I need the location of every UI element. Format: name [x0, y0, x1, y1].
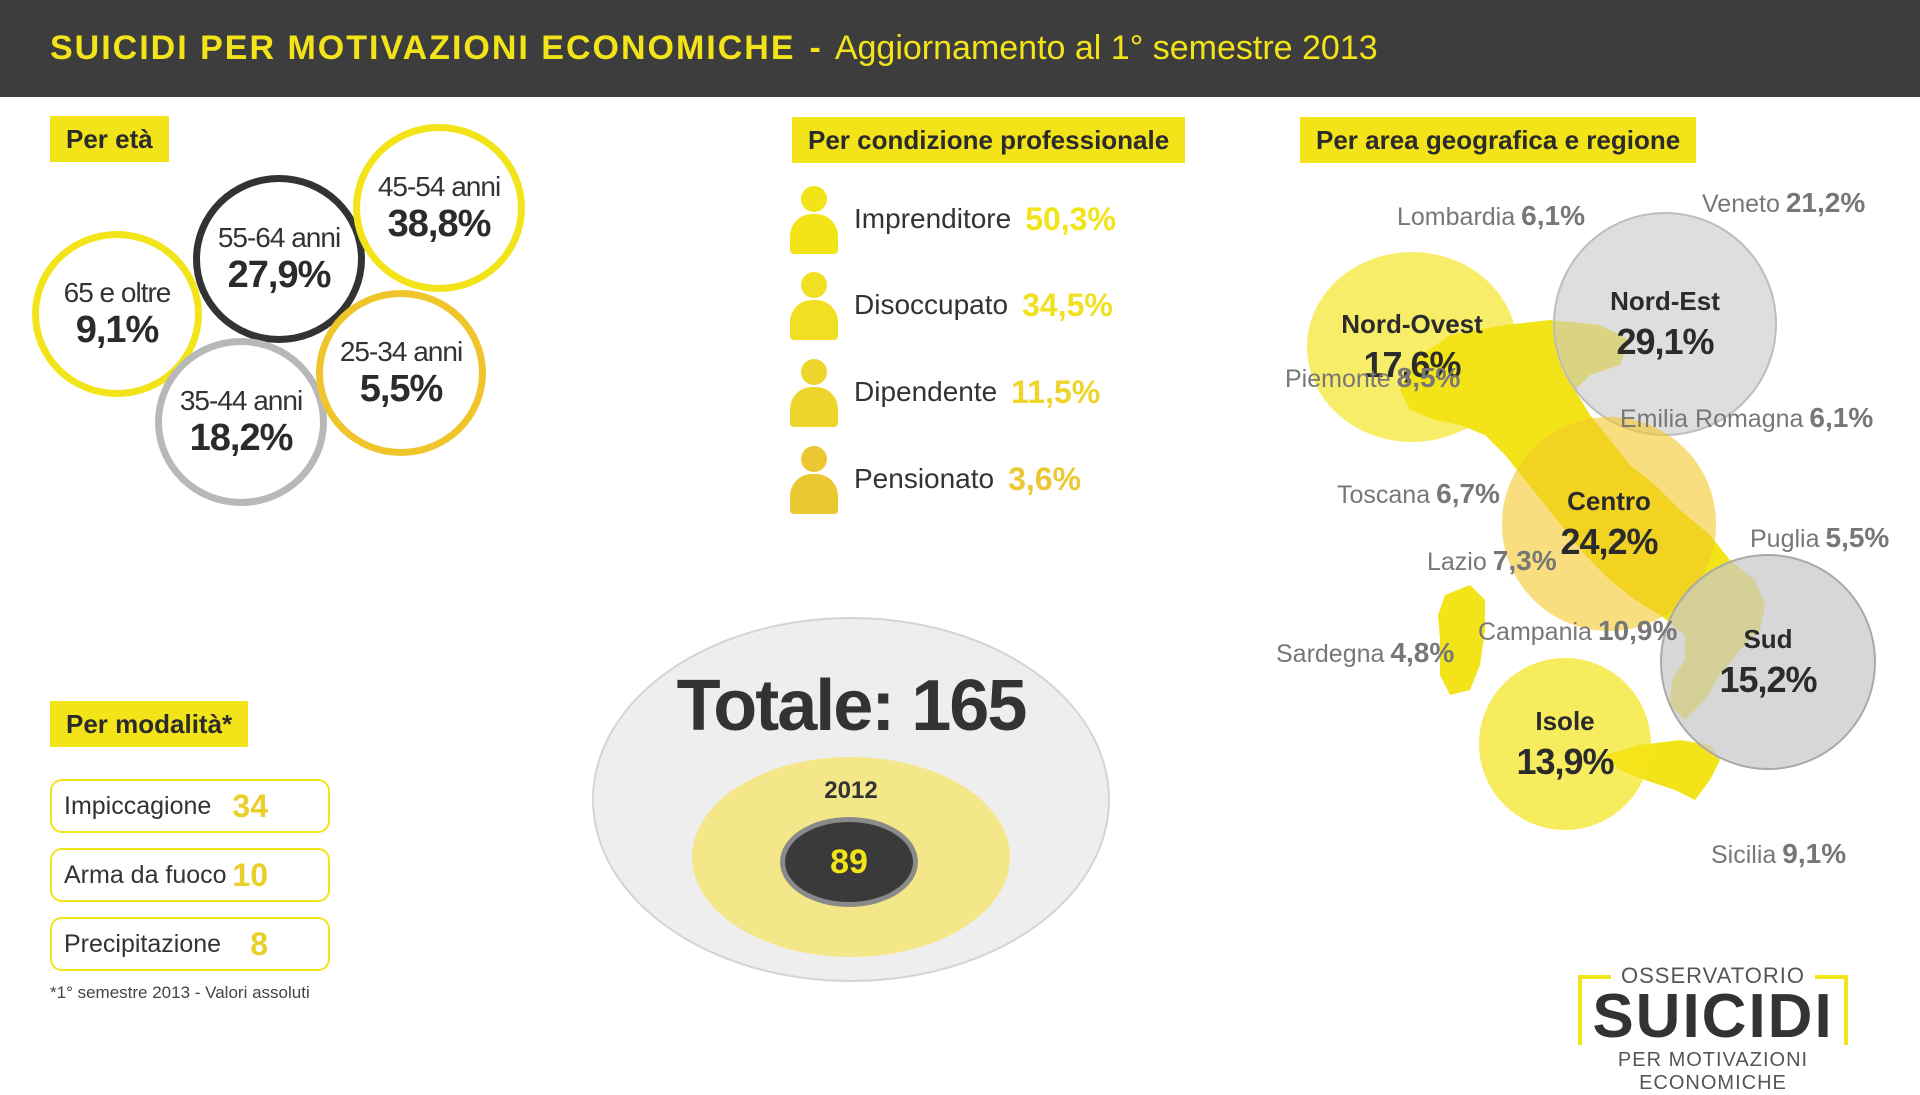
geo-heading: Per area geografica e regione — [1300, 117, 1697, 163]
profession-heading: Per condizione professionale — [792, 117, 1186, 163]
area-name: Nord-Ovest — [1341, 308, 1483, 339]
person-icon — [790, 270, 838, 340]
profession-label: Dipendente — [854, 376, 998, 407]
region-sicilia: Sicilia 9,1% — [1711, 838, 1847, 869]
mode-value: 34 — [232, 787, 268, 824]
region-sardegna: Sardegna 4,8% — [1276, 637, 1455, 668]
area-circle-nord-ovest: Nord-Ovest 17,6% — [1307, 252, 1517, 442]
total-label: Totale: 165 — [676, 666, 1028, 746]
age-circle-65-plus: 65 e oltre 9,1% — [32, 231, 202, 397]
age-label: 25-34 anni — [339, 335, 463, 367]
area-circle-isole: Isole 13,9% — [1479, 658, 1651, 830]
profession-value: 50,3% — [1025, 200, 1116, 237]
mode-label: Precipitazione — [64, 929, 222, 958]
observatory-logo: OSSERVATORIO SUICIDI PER MOTIVAZIONI ECO… — [1578, 963, 1848, 1095]
age-circle-25-34: 25-34 anni 5,5% — [316, 290, 486, 456]
area-value: 29,1% — [1616, 320, 1714, 362]
profession-label: Imprenditore — [854, 203, 1012, 234]
mode-footnote: *1° semestre 2013 - Valori assoluti — [50, 983, 310, 1002]
region-lazio: Lazio 7,3% — [1427, 545, 1557, 576]
age-label: 65 e oltre — [63, 276, 172, 308]
area-name: Isole — [1535, 705, 1595, 736]
age-circle-55-64: 55-64 anni 27,9% — [193, 175, 365, 343]
profession-row-pensionato: Pensionato 3,6% — [790, 444, 1081, 514]
header-title: SUICIDI PER MOTIVAZIONI ECONOMICHE — [50, 29, 796, 67]
logo-line3: PER MOTIVAZIONI ECONOMICHE — [1617, 1049, 1809, 1094]
area-value: 13,9% — [1516, 740, 1614, 782]
logo-line2: SUICIDI — [1592, 982, 1834, 1051]
region-campania: Campania 10,9% — [1478, 615, 1678, 646]
age-value: 27,9% — [227, 253, 332, 296]
age-label: 55-64 anni — [217, 221, 341, 253]
profession-value: 11,5% — [1011, 373, 1101, 410]
age-value: 18,2% — [189, 416, 294, 459]
prev-year-label: 2012 — [824, 777, 878, 804]
person-icon — [790, 184, 838, 254]
prev-year-value: 89 — [780, 817, 918, 907]
age-circle-45-54: 45-54 anni 38,8% — [353, 124, 525, 292]
area-name: Centro — [1567, 485, 1651, 516]
logo-line1: OSSERVATORIO — [1611, 963, 1815, 989]
area-circle-centro: Centro 24,2% — [1502, 417, 1716, 631]
mode-item-precipitazione: Precipitazione 8 — [50, 917, 330, 971]
area-name: Sud — [1743, 623, 1793, 654]
header-bar: SUICIDI PER MOTIVAZIONI ECONOMICHE - Agg… — [0, 0, 1920, 97]
area-value: 17,6% — [1363, 343, 1461, 385]
region-emilia-romagna: Emilia Romagna 6,1% — [1620, 402, 1874, 433]
region-toscana: Toscana 6,7% — [1337, 478, 1500, 509]
mode-item-impiccagione: Impiccagione 34 — [50, 779, 330, 833]
region-piemonte: Piemonte 8,5% — [1285, 362, 1461, 393]
mode-value: 10 — [232, 856, 268, 893]
age-value: 9,1% — [75, 308, 160, 351]
header-subtitle: Aggiornamento al 1° semestre 2013 — [834, 29, 1378, 67]
region-lombardia: Lombardia 6,1% — [1397, 200, 1585, 231]
age-value: 5,5% — [359, 367, 444, 410]
profession-value: 34,5% — [1022, 286, 1113, 323]
age-label: 45-54 anni — [377, 170, 501, 202]
profession-value: 3,6% — [1008, 460, 1082, 497]
mode-label: Impiccagione — [64, 791, 212, 820]
age-heading: Per età — [50, 116, 169, 162]
profession-row-imprenditore: Imprenditore 50,3% — [790, 184, 1116, 254]
area-value: 24,2% — [1560, 520, 1658, 562]
area-circle-sud: Sud 15,2% — [1660, 554, 1876, 770]
header-separator: - — [809, 29, 821, 67]
age-value: 38,8% — [387, 202, 492, 245]
area-name: Nord-Est — [1610, 285, 1720, 316]
profession-row-dipendente: Dipendente 11,5% — [790, 357, 1100, 427]
mode-value: 8 — [250, 925, 268, 962]
person-icon — [790, 444, 838, 514]
mode-heading: Per modalità* — [50, 701, 249, 747]
profession-row-disoccupato: Disoccupato 34,5% — [790, 270, 1113, 340]
mode-item-arma-da-fuoco: Arma da fuoco 10 — [50, 848, 330, 902]
mode-label: Arma da fuoco — [64, 860, 227, 889]
region-veneto: Veneto 21,2% — [1702, 187, 1866, 218]
profession-label: Disoccupato — [854, 289, 1009, 320]
area-value: 15,2% — [1719, 658, 1817, 700]
region-puglia: Puglia 5,5% — [1750, 522, 1890, 553]
profession-label: Pensionato — [854, 463, 995, 494]
age-label: 35-44 anni — [179, 384, 303, 416]
age-circle-35-44: 35-44 anni 18,2% — [155, 338, 327, 506]
person-icon — [790, 357, 838, 427]
